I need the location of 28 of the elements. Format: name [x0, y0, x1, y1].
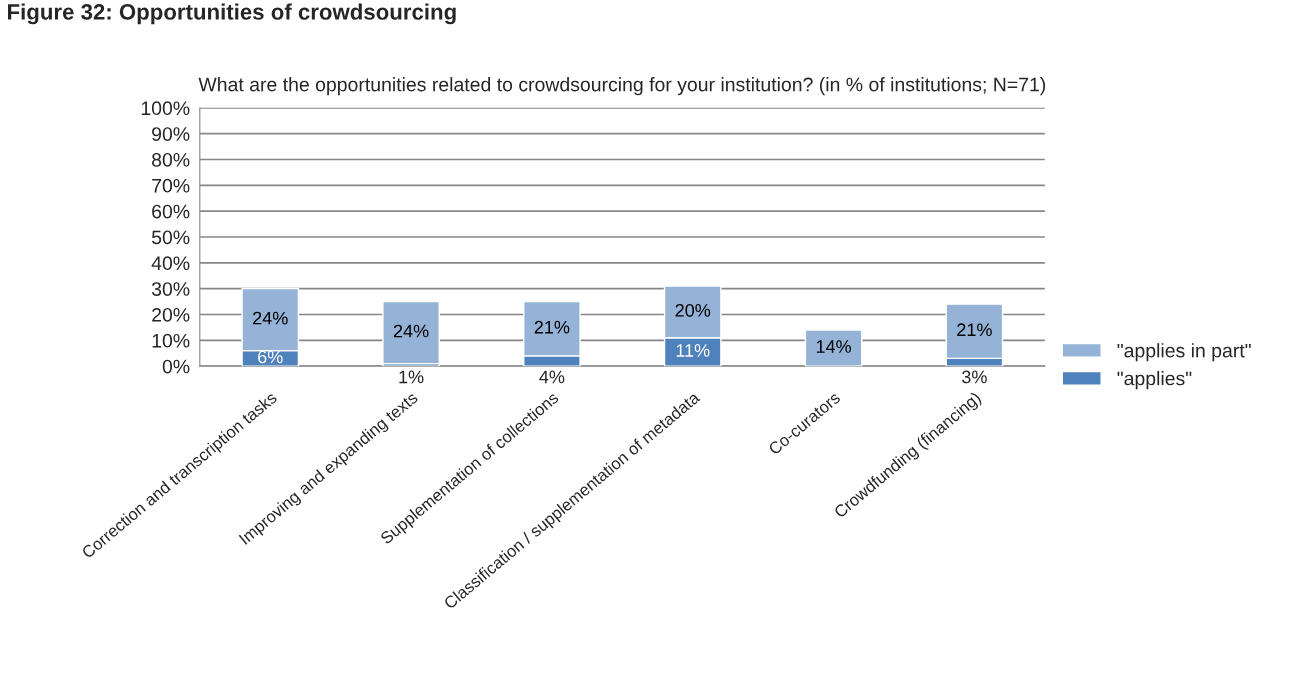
- y-tick-label: 40%: [151, 256, 190, 271]
- chart-title: What are the opportunities related to crowdsourcing for your institution? (in % of institutions; N=71): [198, 77, 1046, 96]
- data-label: 11%: [676, 344, 710, 357]
- y-tick-label: 100%: [141, 101, 190, 116]
- y-tick-label: 10%: [152, 333, 190, 348]
- y-tick-label: 30%: [151, 282, 190, 296]
- data-label: 3%: [962, 370, 987, 384]
- data-label: 1%: [399, 370, 424, 384]
- data-label: 21%: [534, 320, 570, 334]
- bar: [804, 329, 863, 367]
- data-label: 21%: [957, 323, 992, 337]
- legend-label: "applies in part": [1117, 343, 1251, 362]
- y-tick-label: 20%: [152, 307, 190, 322]
- y-tick-label: 0%: [162, 359, 190, 374]
- data-label: 6%: [258, 350, 283, 364]
- data-label: 4%: [539, 370, 565, 384]
- y-tick-label: 80%: [152, 152, 190, 167]
- data-label: 24%: [393, 324, 429, 338]
- data-label: 24%: [253, 311, 288, 325]
- y-tick-label: 70%: [152, 178, 190, 193]
- bar: [382, 300, 440, 365]
- data-label: 14%: [816, 340, 851, 353]
- data-label: 20%: [675, 303, 711, 317]
- y-tick-label: 60%: [152, 204, 190, 219]
- legend-label: "applies": [1117, 371, 1192, 390]
- caption: Figure 32: Opportunities of crowdsourcing: [8, 3, 456, 25]
- y-tick-label: 90%: [152, 127, 190, 141]
- y-tick-label: 50%: [151, 230, 190, 245]
